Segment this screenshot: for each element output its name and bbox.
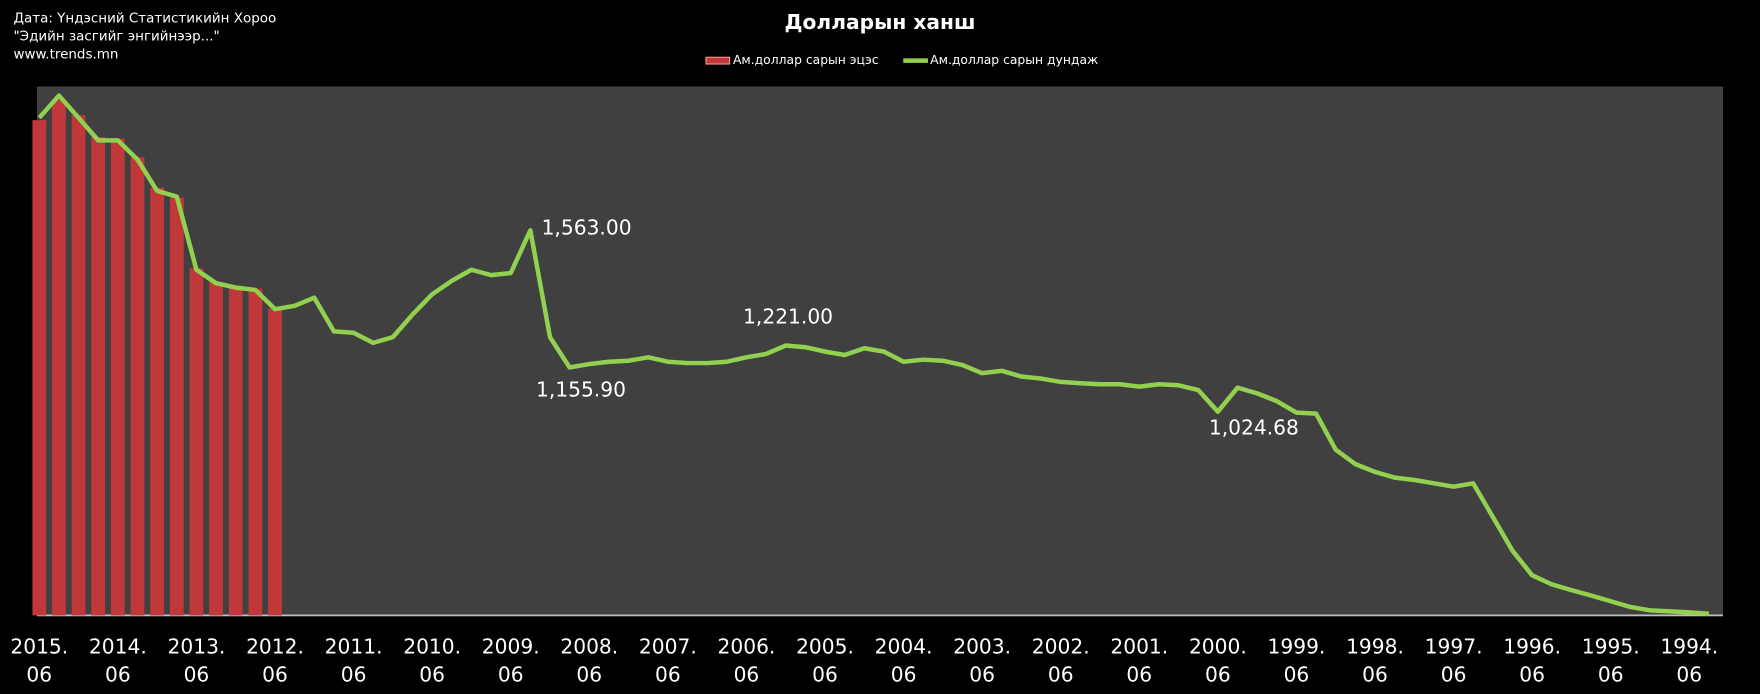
x-tick-label: 1999. 06: [1267, 635, 1326, 688]
x-tick-label: 2008. 06: [560, 635, 619, 688]
bar: [52, 99, 66, 616]
x-tick-label: 2002. 06: [1031, 635, 1090, 688]
bar: [71, 115, 86, 616]
x-tick-label: 2007. 06: [638, 635, 697, 688]
x-tick-label: 2001. 06: [1110, 635, 1169, 688]
x-tick-label: 1997. 06: [1424, 635, 1483, 688]
bar: [32, 120, 47, 616]
x-tick-label: 2004. 06: [874, 635, 933, 688]
x-tick-label: 2000. 06: [1188, 635, 1247, 688]
x-tick-label: 1998. 06: [1346, 635, 1404, 688]
bar: [189, 268, 204, 616]
bar: [150, 187, 165, 616]
x-tick-label: 2014. 06: [88, 635, 147, 688]
source-line: "Эдийн засгийг энгийнээр...": [13, 28, 220, 44]
source-line: Дата: Үндэсний Статистикийн Хороо: [13, 10, 277, 26]
bar: [91, 137, 106, 616]
bar: [209, 281, 223, 616]
bar: [130, 157, 145, 616]
bar: [169, 197, 184, 616]
bar: [228, 285, 243, 616]
x-tick-label: 2005. 06: [796, 635, 854, 688]
x-tick-label: 1996. 06: [1503, 635, 1562, 688]
x-tick-label: 2003. 06: [953, 635, 1012, 688]
legend-swatch: [705, 56, 731, 65]
x-tick-label: 2012. 06: [246, 635, 304, 688]
chart-title: Долларын ханш: [784, 11, 976, 35]
bar: [248, 288, 263, 616]
bar: [110, 138, 125, 616]
line: [37, 93, 1710, 616]
x-tick-label: 2011. 06: [324, 635, 383, 688]
data-label: 1,221.00: [743, 305, 834, 329]
x-tick-label: 2009. 06: [481, 635, 540, 688]
legend-label: Ам.доллар сарын дундаж: [930, 52, 1099, 68]
source-line: www.trends.mn: [13, 46, 119, 62]
data-label: 1,155.90: [535, 378, 626, 403]
x-tick-label: 2010. 06: [403, 635, 462, 688]
data-label: 1,563.00: [541, 216, 632, 241]
data-label: 1,024.68: [1208, 416, 1299, 440]
x-tick-label: 2006. 06: [717, 635, 776, 688]
bar: [268, 308, 282, 616]
x-tick-label: 2013. 06: [167, 635, 226, 688]
x-tick-label: 1994. 06: [1660, 635, 1719, 688]
x-tick-label: 2015. 06: [10, 635, 69, 688]
legend-label: Ам.доллар сарын эцэс: [732, 52, 879, 68]
x-tick-label: 1995. 06: [1581, 635, 1640, 688]
